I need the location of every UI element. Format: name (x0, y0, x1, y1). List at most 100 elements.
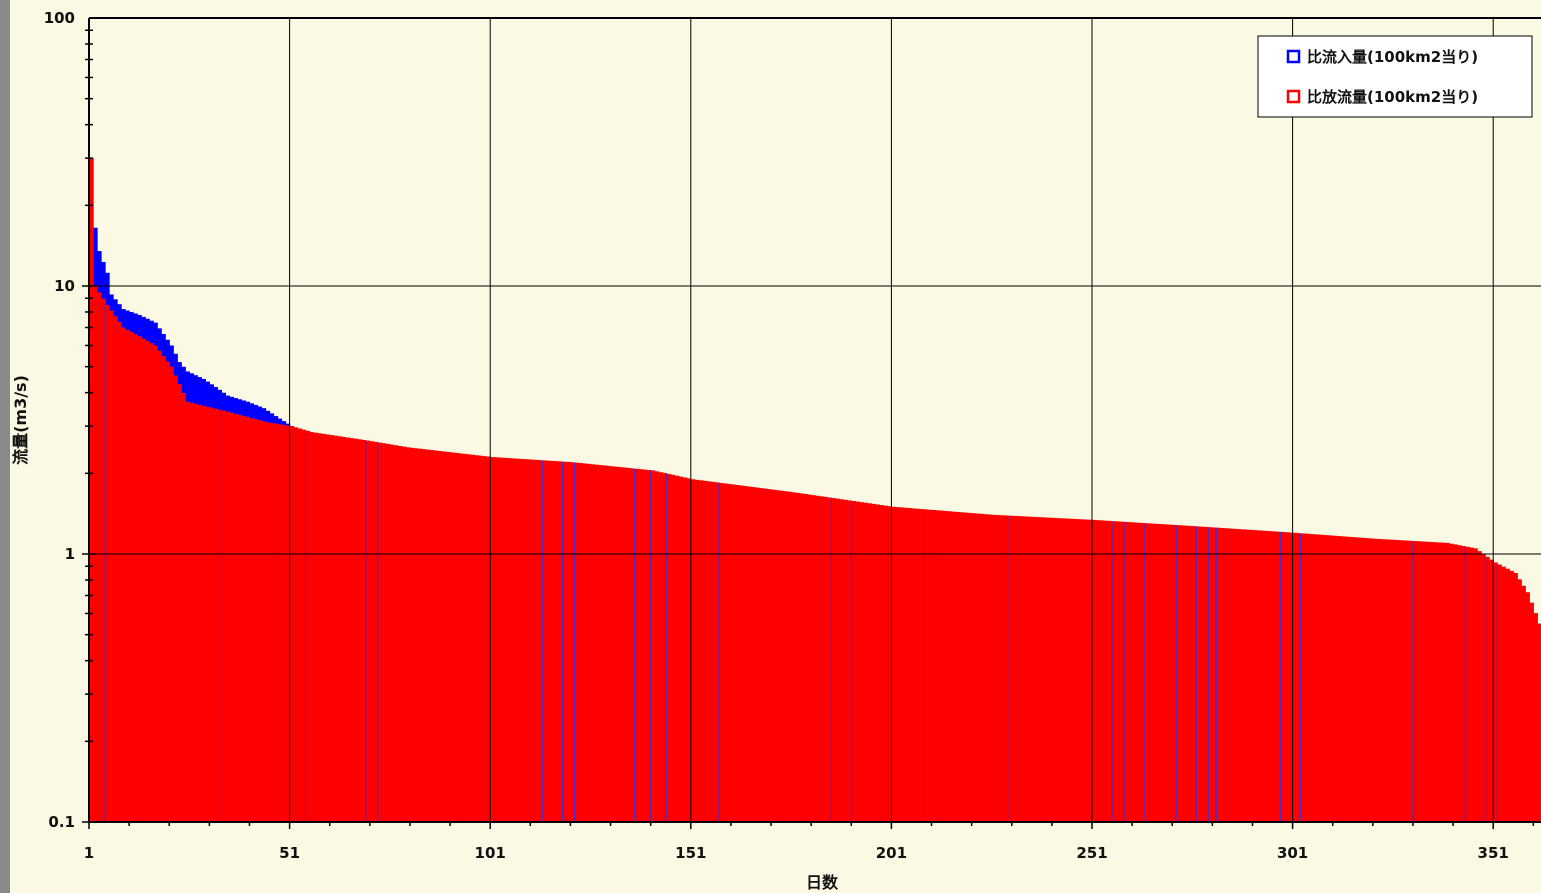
outflow-bar-266 (1152, 523, 1157, 822)
outflow-bar-206 (911, 508, 917, 822)
outflow-bar-230 (1007, 515, 1013, 822)
outflow-bar-98 (478, 455, 483, 822)
outflow-bar-189 (843, 499, 848, 822)
outflow-bar-13 (137, 336, 142, 822)
outflow-bar-4 (101, 298, 106, 822)
outflow-bar-243 (1059, 518, 1065, 822)
outflow-bar-218 (959, 512, 965, 822)
outflow-bar-147 (674, 475, 680, 822)
outflow-bar-211 (931, 510, 937, 822)
outflow-bar-47 (273, 423, 279, 822)
outflow-bar-49 (281, 424, 287, 822)
outflow-bar-10 (125, 329, 130, 822)
outflow-bar-179 (803, 493, 808, 822)
outflow-bar-136 (630, 468, 636, 822)
outflow-bar-128 (598, 465, 604, 822)
outflow-bar-352 (1497, 564, 1502, 822)
outflow-bar-294 (1264, 530, 1270, 822)
outflow-bar-107 (514, 458, 519, 822)
outflow-bar-344 (1465, 546, 1470, 822)
outflow-bar-141 (650, 470, 656, 822)
outflow-bar-83 (417, 448, 423, 822)
outflow-bar-166 (750, 487, 756, 822)
outflow-bar-314 (1344, 536, 1350, 822)
outflow-bar-52 (293, 427, 299, 822)
outflow-bar-43 (257, 420, 263, 822)
grid (89, 18, 1541, 822)
outflow-bar-78 (397, 446, 403, 822)
outflow-bar-277 (1196, 526, 1201, 822)
outflow-bar-338 (1441, 542, 1446, 822)
outflow-bar-106 (510, 458, 515, 822)
outflow-bar-157 (714, 482, 720, 822)
y-tick-label-10: 10 (54, 277, 75, 295)
outflow-bar-105 (506, 458, 511, 822)
outflow-bar-250 (1087, 519, 1093, 822)
outflow-bar-124 (582, 463, 588, 822)
outflow-bar-269 (1164, 524, 1169, 822)
outflow-bar-356 (1513, 572, 1518, 822)
outflow-bar-285 (1228, 528, 1234, 822)
outflow-bar-270 (1168, 524, 1173, 822)
outflow-bar-199 (883, 505, 888, 822)
outflow-bar-231 (1011, 515, 1017, 822)
outflow-bar-302 (1296, 533, 1302, 822)
outflow-bar-342 (1457, 545, 1462, 822)
outflow-bar-260 (1128, 522, 1133, 822)
outflow-bar-87 (434, 450, 439, 822)
outflow-bar-131 (610, 466, 616, 822)
outflow-bar-287 (1236, 529, 1242, 822)
outflow-bar-146 (670, 474, 676, 822)
outflow-bar-113 (538, 460, 543, 822)
outflow-bar-3 (97, 292, 102, 822)
outflow-bar-21 (169, 366, 174, 822)
outflow-bar-234 (1023, 516, 1029, 822)
outflow-bar-28 (197, 404, 202, 822)
outflow-bar-138 (638, 469, 644, 822)
outflow-bar-22 (173, 375, 178, 822)
outflow-bar-249 (1083, 519, 1089, 822)
outflow-bar-125 (586, 463, 592, 822)
outflow-bar-20 (165, 361, 170, 822)
outflow-bar-91 (450, 452, 455, 822)
outflow-bar-121 (570, 462, 576, 822)
outflow-bar-322 (1376, 538, 1382, 822)
outflow-bar-74 (381, 443, 387, 822)
outflow-bar-362 (1537, 623, 1541, 822)
outflow-bar-63 (337, 436, 343, 822)
outflow-bar-341 (1453, 544, 1458, 822)
outflow-bar-244 (1063, 518, 1069, 822)
outflow-bar-242 (1055, 518, 1061, 822)
outflow-bar-167 (754, 487, 760, 822)
outflow-bar-298 (1280, 531, 1286, 822)
outflow-bar-41 (249, 418, 255, 822)
outflow-bar-262 (1136, 522, 1141, 822)
outflow-bar-293 (1260, 530, 1266, 822)
outflow-bar-198 (879, 505, 884, 822)
outflow-bar-77 (393, 445, 399, 822)
outflow-bar-193 (859, 502, 864, 822)
outflow-bar-202 (895, 507, 901, 822)
outflow-bar-154 (702, 480, 708, 822)
outflow-bar-216 (951, 511, 957, 822)
outflow-bar-101 (490, 457, 495, 822)
x-axis-label: 日数 (806, 873, 839, 892)
outflow-bar-207 (915, 508, 921, 822)
outflow-bar-300 (1288, 532, 1294, 822)
outflow-bar-68 (357, 439, 363, 822)
outflow-bar-328 (1400, 540, 1406, 822)
outflow-bar-340 (1449, 543, 1454, 822)
outflow-bar-169 (763, 488, 768, 822)
outflow-bar-253 (1100, 520, 1105, 822)
x-tick-label-251: 251 (1076, 844, 1107, 862)
outflow-bar-184 (823, 496, 828, 822)
outflow-bar-96 (470, 454, 475, 822)
outflow-bar-1 (89, 158, 94, 822)
x-tick-label-101: 101 (475, 844, 506, 862)
outflow-bar-5 (105, 304, 110, 822)
outflow-bar-86 (430, 450, 435, 822)
outflow-bar-82 (413, 448, 419, 822)
outflow-bar-85 (426, 449, 431, 822)
outflow-bar-150 (686, 478, 692, 822)
